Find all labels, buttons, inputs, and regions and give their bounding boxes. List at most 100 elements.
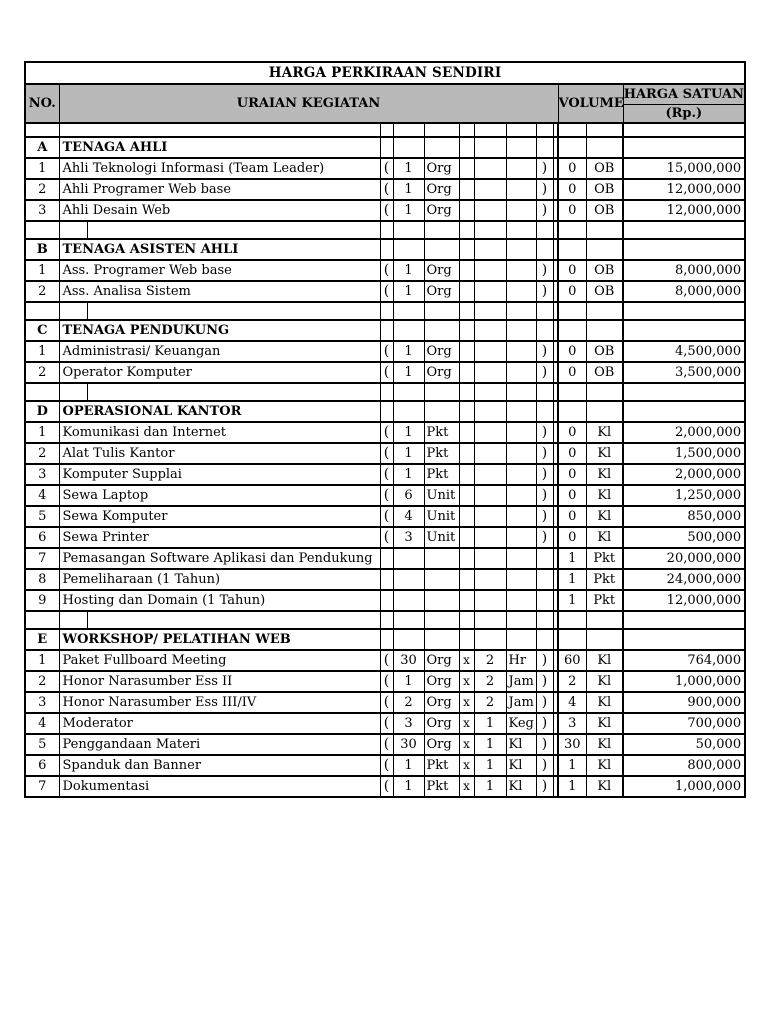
desc-cell: Ahli Programer Web base [58, 178, 381, 201]
price-cell: 500,000 [621, 526, 746, 549]
volume-unit-cell: Kl [585, 691, 624, 714]
paren-open-cell: ( [379, 691, 394, 714]
price-cell: 764,000 [621, 649, 746, 672]
volume-qty-cell: 0 [557, 421, 587, 444]
sub-cell [58, 301, 88, 321]
qty2-cell [473, 628, 507, 651]
gap-cell [552, 421, 559, 444]
qty2-cell [473, 484, 507, 507]
volume-qty-cell: 0 [557, 505, 587, 528]
volume-unit-cell [585, 382, 624, 402]
no-cell: 1 [24, 649, 60, 672]
desc-cell: Ahli Teknologi Informasi (Team Leader) [58, 157, 381, 180]
desc-cell [58, 122, 381, 138]
gap-cell [552, 238, 559, 261]
unit-cell: Org [423, 733, 460, 756]
paren-open-cell [379, 610, 394, 630]
volume-unit-cell: Kl [585, 484, 624, 507]
gap-cell [552, 754, 559, 777]
qty2-cell: 2 [473, 649, 507, 672]
qty2-cell: 1 [473, 712, 507, 735]
volume-unit-cell [585, 610, 624, 630]
gap-cell [552, 122, 559, 138]
col-header-uraian: URAIAN KEGIATAN [58, 83, 559, 124]
multiply-cell [458, 526, 475, 549]
paren-close-cell [535, 610, 554, 630]
unit-cell [423, 589, 460, 612]
qty2-cell [473, 122, 507, 138]
unit2-cell: Jam [505, 670, 537, 693]
unit-cell: Pkt [423, 421, 460, 444]
qty-cell: 1 [392, 421, 425, 444]
qty2-cell [473, 136, 507, 159]
no-cell [24, 122, 60, 138]
volume-qty-cell: 0 [557, 259, 587, 282]
price-cell: 1,250,000 [621, 484, 746, 507]
unit2-cell [505, 199, 537, 222]
qty-cell: 1 [392, 670, 425, 693]
paren-close-cell: ) [535, 340, 554, 363]
qty2-cell [473, 442, 507, 465]
volume-unit-cell: Pkt [585, 547, 624, 570]
qty2-cell: 1 [473, 754, 507, 777]
qty2-cell: 1 [473, 775, 507, 798]
volume-unit-cell: OB [585, 259, 624, 282]
paren-open-cell: ( [379, 505, 394, 528]
paren-open-cell: ( [379, 649, 394, 672]
multiply-cell: x [458, 733, 475, 756]
col-header-no: NO. [24, 83, 60, 124]
no-cell: 4 [24, 712, 60, 735]
paren-close-cell [535, 220, 554, 240]
volume-qty-cell: 0 [557, 463, 587, 486]
paren-open-cell: ( [379, 361, 394, 384]
volume-qty-cell: 0 [557, 361, 587, 384]
desc-cell: Ass. Programer Web base [58, 259, 381, 282]
gap-cell [552, 301, 559, 321]
gap-cell [552, 775, 559, 798]
unit2-cell [505, 382, 537, 402]
sub-cell [58, 382, 88, 402]
volume-qty-cell [557, 122, 587, 138]
unit2-cell [505, 568, 537, 591]
unit2-cell [505, 463, 537, 486]
paren-open-cell: ( [379, 463, 394, 486]
unit2-cell [505, 220, 537, 240]
gap-cell [552, 589, 559, 612]
paren-close-cell: ) [535, 775, 554, 798]
multiply-cell [458, 122, 475, 138]
paren-close-cell: ) [535, 505, 554, 528]
unit2-cell: Kl [505, 733, 537, 756]
qty2-cell: 1 [473, 733, 507, 756]
item-row: 4 Sewa Laptop(6 Unit) 0 Kl 1,250,000 [24, 484, 746, 507]
no-cell: 3 [24, 463, 60, 486]
price-cell [621, 319, 746, 342]
volume-unit-cell: OB [585, 361, 624, 384]
gap-cell [552, 691, 559, 714]
no-cell: 4 [24, 484, 60, 507]
desc-cell: TENAGA ASISTEN AHLI [58, 238, 381, 261]
gap-cell [552, 319, 559, 342]
no-cell: A [24, 136, 60, 159]
volume-qty-cell [557, 628, 587, 651]
paren-close-cell: ) [535, 199, 554, 222]
qty-cell: 4 [392, 505, 425, 528]
unit-cell: Org [423, 259, 460, 282]
paren-close-cell [535, 568, 554, 591]
unit2-cell: Kl [505, 775, 537, 798]
paren-open-cell: ( [379, 259, 394, 282]
paren-open-cell: ( [379, 733, 394, 756]
paren-open-cell [379, 301, 394, 321]
gap-cell [552, 649, 559, 672]
multiply-cell [458, 382, 475, 402]
no-cell: 7 [24, 547, 60, 570]
title-row: HARGA PERKIRAAN SENDIRI [24, 61, 746, 85]
unit-cell: Pkt [423, 463, 460, 486]
no-cell: 5 [24, 733, 60, 756]
paren-open-cell [379, 382, 394, 402]
desc-cell: Ass. Analisa Sistem [58, 280, 381, 303]
paren-close-cell [535, 382, 554, 402]
qty-cell: 1 [392, 259, 425, 282]
item-row: 2 Alat Tulis Kantor(1 Pkt) 0 Kl 1,500,000 [24, 442, 746, 465]
volume-qty-cell: 0 [557, 199, 587, 222]
price-cell: 1,000,000 [621, 670, 746, 693]
